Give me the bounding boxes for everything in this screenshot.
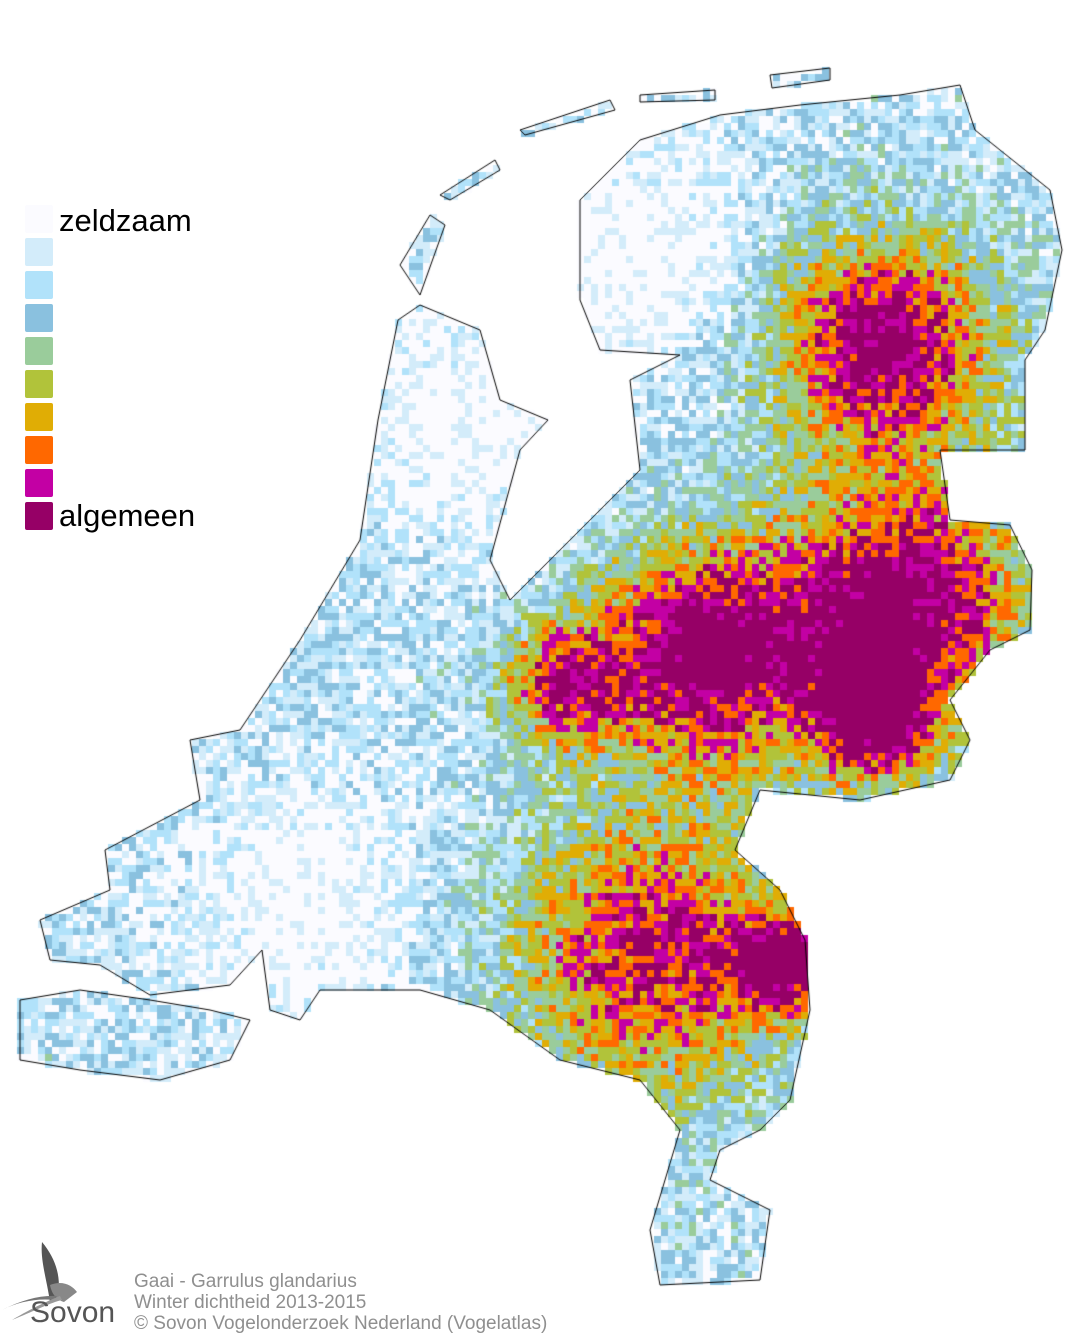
legend-swatch-2 — [25, 238, 53, 266]
legend-swatch-6 — [25, 370, 53, 398]
species-name: Gaai - Garrulus glandarius — [134, 1271, 357, 1292]
sovon-logo-text: Sovon — [30, 1296, 116, 1329]
legend-swatch-1 — [25, 205, 53, 233]
legend-swatch-10 — [25, 502, 53, 530]
legend-low-label: zeldzaam — [59, 203, 192, 238]
legend-swatch-3 — [25, 271, 53, 299]
sovon-swallow-logo-icon — [2, 1242, 77, 1320]
legend-swatch-8 — [25, 436, 53, 464]
legend-swatch-7 — [25, 403, 53, 431]
legend-swatch-4 — [25, 304, 53, 332]
copyright: © Sovon Vogelonderzoek Nederland (Vogela… — [134, 1313, 548, 1334]
legend-swatch-5 — [25, 337, 53, 365]
legend-swatch-9 — [25, 469, 53, 497]
map-subtitle: Winter dichtheid 2013-2015 — [134, 1292, 367, 1313]
map-caption: Gaai - Garrulus glandarius Winter dichth… — [134, 1271, 547, 1334]
legend-high-label: algemeen — [59, 498, 196, 533]
